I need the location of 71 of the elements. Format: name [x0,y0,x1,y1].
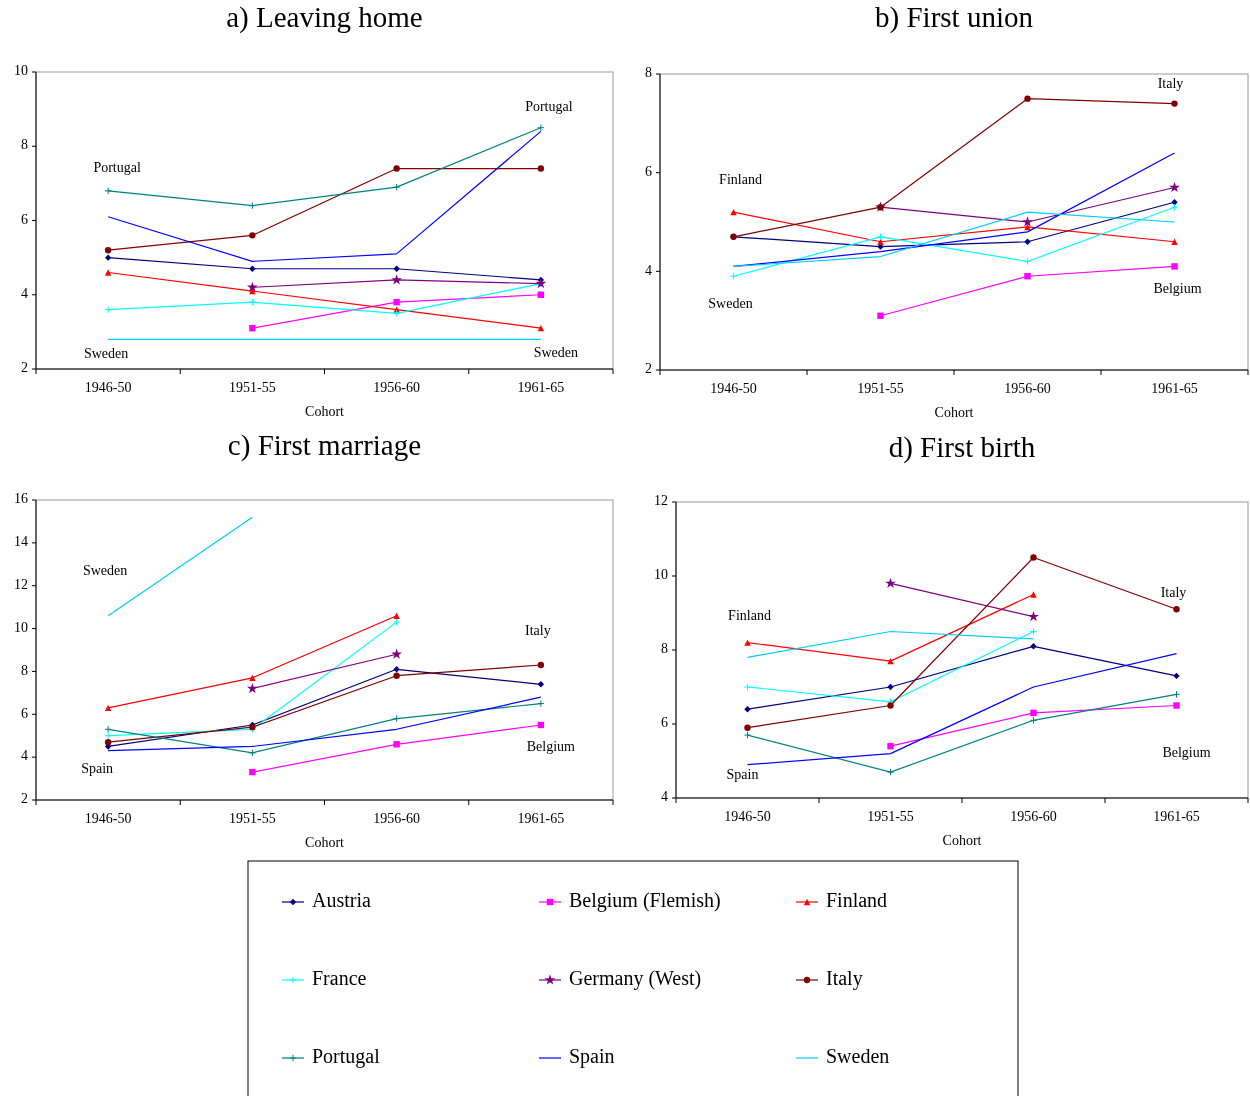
y-tick-label: 2 [21,791,28,807]
y-tick-label: 6 [21,705,28,721]
y-tick-label: 4 [661,789,668,805]
y-tick-label: 8 [661,641,668,657]
x-tick-label: 1956-60 [373,811,420,826]
legend-label: Austria [312,888,371,911]
series-label: Italy [1157,75,1184,91]
series-label: Spain [81,760,114,776]
x-tick-label: 1961-65 [1153,809,1200,824]
y-tick-label: 12 [14,576,28,592]
x-tick-label: 1956-60 [1004,381,1051,396]
chart-title: b) First union [875,0,1034,34]
legend-label: France [312,966,367,989]
text: Spain [726,766,759,782]
chart-title: d) First birth [888,430,1036,464]
annotation: Belgium [1162,744,1211,760]
legend-label: Sweden [826,1044,890,1067]
y-tick-label: 6 [645,163,652,179]
chart-title: c) First marriage [227,428,422,462]
x-axis-title: Cohort [305,404,345,419]
x-tick-label: 1946-50 [84,380,132,395]
y-tick-label: 8 [645,65,652,81]
legend-label: Italy [826,966,863,990]
series-label: Sweden [533,344,579,360]
text: Sweden [708,295,753,311]
y-tick-label: 10 [14,619,28,635]
text: Finland [728,607,771,623]
y-tick-label: 8 [21,137,28,153]
x-tick-label: 1946-50 [710,381,757,396]
legend-label: Finland [826,888,888,911]
x-axis-title: Cohort [305,835,345,850]
legend-label: Portugal [312,1044,381,1068]
y-tick-label: 4 [21,285,28,301]
legend-label: Belgium (Flemish) [569,888,721,912]
x-tick-label: 1946-50 [84,811,132,826]
x-tick-label: 1951-55 [229,380,276,395]
y-tick-label: 4 [21,748,28,764]
legend-label: Spain [569,1044,615,1068]
text: Italy [1160,584,1187,600]
x-tick-label: 1951-55 [867,809,914,824]
text: Sweden [83,345,129,361]
y-tick-label: 10 [654,567,668,583]
y-tick-label: 8 [21,662,28,678]
x-tick-label: 1946-50 [724,809,771,824]
legend-label: Germany (West) [569,966,702,990]
x-tick-label: 1951-55 [229,811,276,826]
y-tick-label: 12 [654,493,668,509]
chart-title: a) Leaving home [226,0,423,34]
x-tick-label: 1961-65 [517,380,565,395]
series-label: Portugal [525,98,573,114]
x-tick-label: 1956-60 [1010,809,1057,824]
x-axis-title: Cohort [934,405,974,420]
y-tick-label: 2 [645,361,652,377]
series-label: Finland [719,172,762,188]
y-tick-label: 2 [21,360,28,376]
y-tick-label: 4 [645,262,652,278]
x-axis-title: Cohort [942,833,982,848]
x-tick-label: 1956-60 [373,380,420,395]
series-label: Sweden [82,562,128,578]
y-tick-label: 16 [14,491,28,507]
annotation: Belgium [526,739,576,755]
y-tick-label: 6 [21,211,28,227]
y-tick-label: 10 [14,63,28,79]
text: Portugal [93,160,141,176]
y-tick-label: 14 [14,534,28,550]
y-tick-label: 6 [661,715,668,731]
series-label: Italy [525,623,551,639]
x-tick-label: 1961-65 [1151,381,1198,396]
x-tick-label: 1961-65 [517,811,565,826]
annotation: Belgium [1153,280,1202,296]
x-tick-label: 1951-55 [857,381,904,396]
